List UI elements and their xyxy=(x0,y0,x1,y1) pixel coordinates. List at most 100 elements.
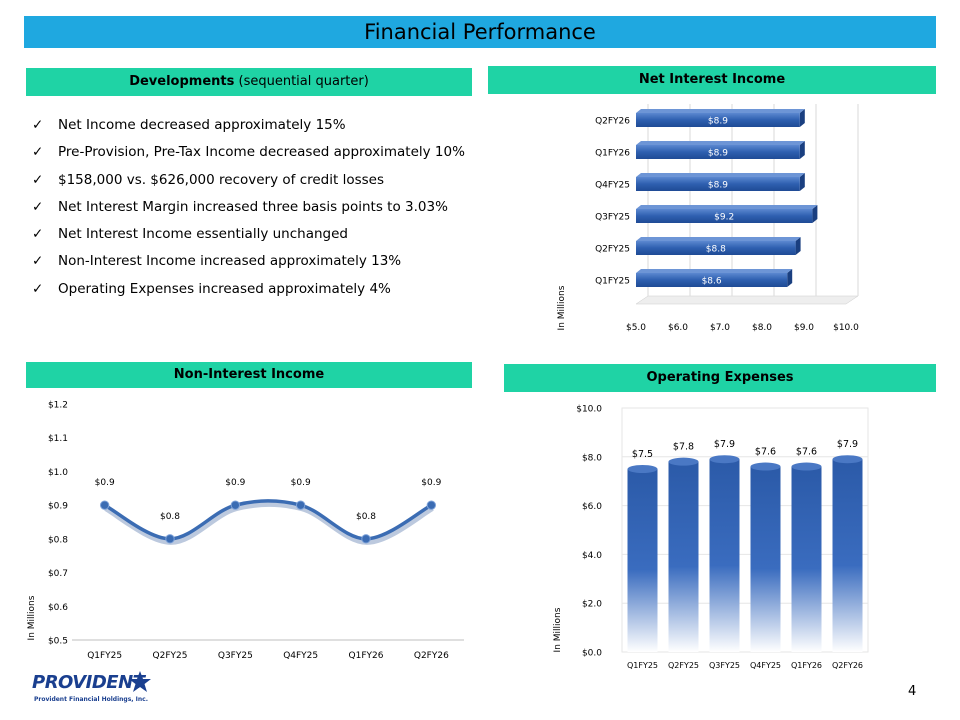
nonii-point xyxy=(295,500,306,510)
nonii-point xyxy=(361,534,371,544)
nonii-x-tick-label: Q3FY25 xyxy=(218,651,253,661)
opex-axis-label: In Millions xyxy=(553,607,563,652)
opex-bar xyxy=(668,461,699,652)
nii-bar-top xyxy=(636,141,805,145)
nonii-y-tick-label: $1.1 xyxy=(48,434,68,444)
opex-bar-cap xyxy=(750,462,781,471)
opex-data-label: $7.6 xyxy=(755,447,776,458)
nonii-data-label: $0.8 xyxy=(160,512,180,522)
nii-data-label: $8.9 xyxy=(708,117,728,127)
opex-bar xyxy=(709,459,740,652)
nonii-series-line xyxy=(103,499,433,541)
opex-y-tick-label: $4.0 xyxy=(582,551,602,561)
nii-bar-side xyxy=(787,269,793,287)
list-item-text: Non-Interest Income increased approximat… xyxy=(58,253,402,270)
opex-data-label: $7.6 xyxy=(796,447,817,458)
checkmark-icon: ✓ xyxy=(32,253,44,270)
list-item-text: Pre-Provision, Pre-Tax Income decreased … xyxy=(58,144,465,161)
nii-y-tick-label: Q1FY25 xyxy=(595,277,630,287)
opex-x-tick-label: Q3FY25 xyxy=(709,661,740,670)
nonii-chart-title: Non-Interest Income xyxy=(26,362,472,388)
opex-y-tick-label: $8.0 xyxy=(582,453,602,463)
nii-data-label: $8.6 xyxy=(702,277,722,287)
list-item-text: $158,000 vs. $626,000 recovery of credit… xyxy=(58,171,384,188)
opex-bar-cap xyxy=(832,455,863,464)
logo-wordmark: PROVIDENT xyxy=(32,672,145,693)
nii-x-tick-label: $10.0 xyxy=(833,323,859,333)
opex-x-tick-label: Q1FY25 xyxy=(627,661,658,670)
list-item-text: Net Interest Income essentially unchange… xyxy=(58,226,348,243)
nii-y-tick-label: Q4FY25 xyxy=(595,181,630,191)
nonii-y-tick-label: $0.5 xyxy=(48,637,68,647)
opex-x-tick-label: Q1FY26 xyxy=(791,661,822,670)
opex-bar xyxy=(750,466,781,652)
checkmark-icon: ✓ xyxy=(32,117,44,133)
opex-plot-area xyxy=(621,407,869,653)
opex-y-tick-label: $0.0 xyxy=(582,649,602,659)
nii-data-label: $8.9 xyxy=(708,149,728,159)
list-item: ✓ Net Interest Margin increased three bas… xyxy=(32,194,482,221)
opex-x-tick-label: Q4FY25 xyxy=(750,661,781,670)
opex-data-label: $7.9 xyxy=(714,439,735,450)
nii-bar-top xyxy=(636,205,818,209)
opex-y-tick-label: $2.0 xyxy=(582,600,602,610)
opex-bar-cap xyxy=(627,465,658,473)
logo-subtext: Provident Financial Holdings, Inc. xyxy=(34,696,148,703)
nii-y-tick-label: Q1FY26 xyxy=(595,149,630,159)
developments-heading-bold: Developments xyxy=(129,74,235,89)
nonii-y-tick-label: $0.6 xyxy=(48,603,68,613)
nii-bar-top xyxy=(636,173,805,177)
opex-y-tick-label: $10.0 xyxy=(576,405,602,415)
nii-y-tick-label: Q3FY25 xyxy=(595,213,630,223)
nii-bar xyxy=(636,209,813,223)
list-item: ✓ Operating Expenses increased approximat… xyxy=(32,276,482,303)
nii-x-tick-label: $8.0 xyxy=(752,323,772,333)
nonii-y-tick-label: $1.2 xyxy=(48,401,68,411)
opex-bar xyxy=(832,459,863,652)
nonii-chart: $0.5 $0.6 $0.7 $0.8 $0.9 $1.0 $1.1 $1.2 $0.9 Q1FY… xyxy=(27,401,464,661)
checkmark-icon: ✓ xyxy=(32,144,44,161)
nii-data-label: $8.9 xyxy=(708,181,728,191)
nonii-x-tick-label: Q1FY25 xyxy=(87,651,122,661)
nonii-point xyxy=(230,500,241,510)
checkmark-icon: ✓ xyxy=(32,280,44,297)
nii-bar-top xyxy=(636,237,801,241)
nonii-x-tick-label: Q2FY25 xyxy=(153,651,188,661)
list-item: ✓ $158,000 vs. $626,000 recovery of credi… xyxy=(32,167,482,194)
opex-bar-cap xyxy=(791,462,822,471)
nii-bar-side xyxy=(812,205,818,223)
checkmark-icon: ✓ xyxy=(32,171,44,188)
opex-data-label: $7.9 xyxy=(837,439,858,450)
nii-y-tick-label: Q2FY26 xyxy=(595,117,630,127)
checkmark-icon: ✓ xyxy=(32,198,44,215)
developments-list: ✓ Net Income decreased approximately 15% … xyxy=(32,112,482,303)
nonii-x-tick-label: Q2FY26 xyxy=(414,651,449,661)
nonii-x-tick-label: Q4FY25 xyxy=(283,651,318,661)
nonii-data-label: $0.9 xyxy=(421,478,441,488)
opex-bar xyxy=(627,469,658,652)
nii-chart: $5.0 $6.0 $7.0 $8.0 $9.0 $10.0 $8.6 Q1FY25 $8.8 Q… xyxy=(557,104,859,333)
opex-data-label: $7.8 xyxy=(673,442,694,453)
opex-x-tick-label: Q2FY26 xyxy=(832,661,863,670)
opex-data-label: $7.5 xyxy=(632,449,653,460)
nonii-axis-label: In Millions xyxy=(27,595,37,640)
list-item-text: Operating Expenses increased approximate… xyxy=(58,280,391,297)
list-item: ✓ Non-Interest Income increased approxima… xyxy=(32,248,482,275)
nii-floor xyxy=(635,295,859,305)
nii-bar xyxy=(636,145,800,159)
opex-bar-cap xyxy=(668,457,699,466)
nii-data-label: $8.8 xyxy=(706,245,726,255)
nii-bar xyxy=(636,113,800,127)
opex-x-tick-label: Q2FY25 xyxy=(668,661,699,670)
list-item: ✓ Net Income decreased approximately 15% xyxy=(32,112,482,139)
list-item: ✓ Net Interest Income essentially unchang… xyxy=(32,221,482,248)
nii-x-tick-label: $9.0 xyxy=(794,323,814,333)
nii-x-tick-label: $7.0 xyxy=(710,323,730,333)
developments-heading: Developments (sequential quarter) xyxy=(26,68,472,96)
nii-bar xyxy=(636,177,800,191)
nii-axis-label: In Millions xyxy=(557,285,567,330)
nii-bar-side xyxy=(799,141,805,159)
nonii-y-tick-label: $1.0 xyxy=(48,468,68,478)
nii-bar-side xyxy=(799,173,805,191)
opex-y-tick-label: $6.0 xyxy=(582,502,602,512)
